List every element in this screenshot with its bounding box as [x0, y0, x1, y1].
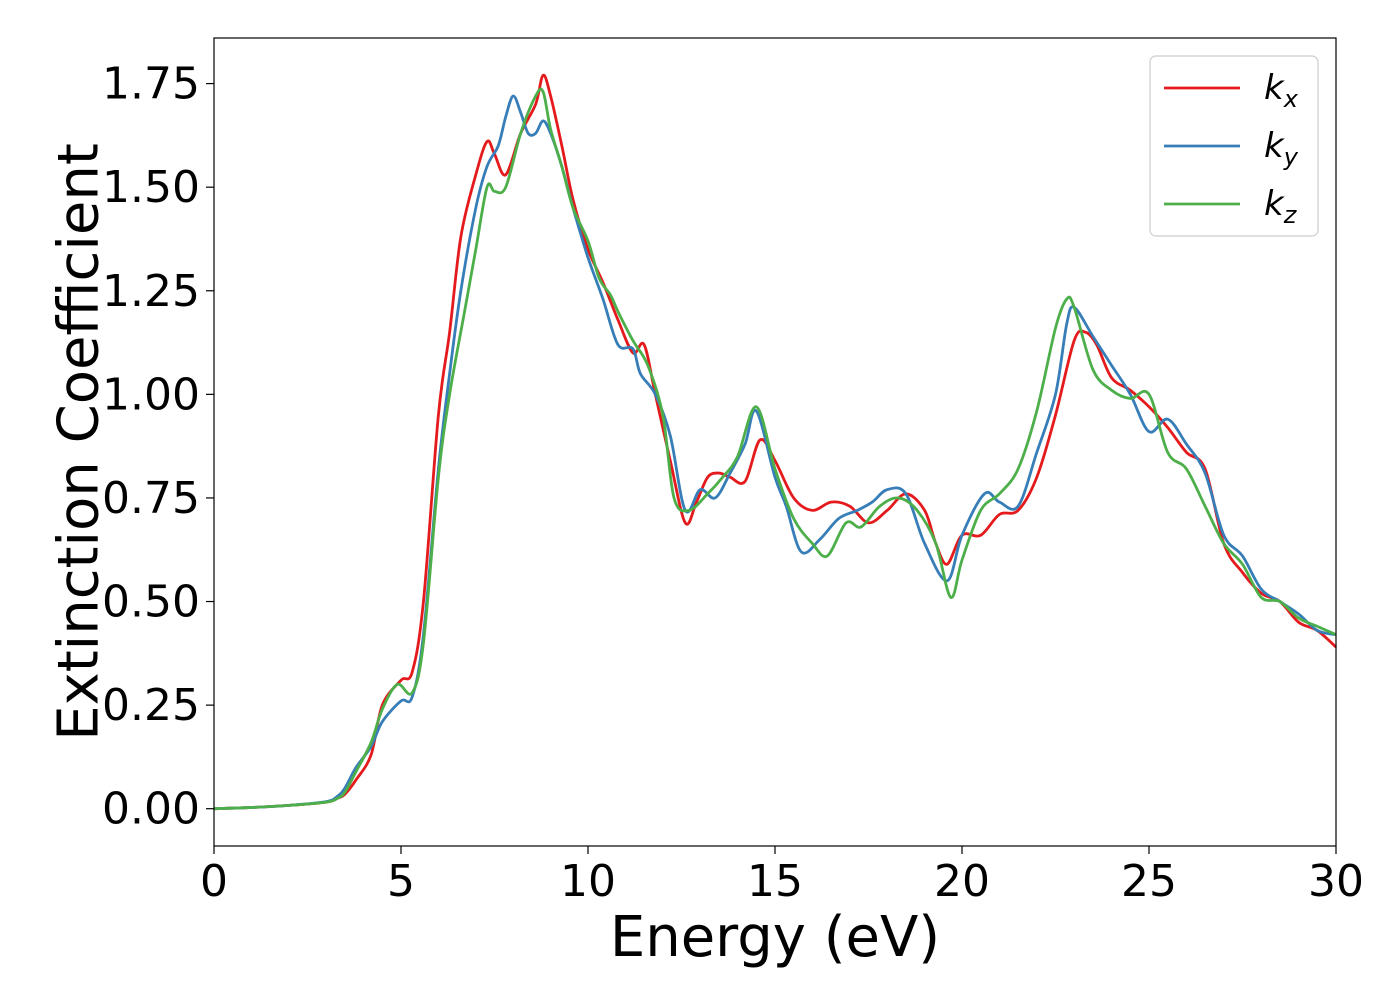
x-tick-label: 30	[1308, 856, 1364, 907]
y-tick-label: 1.75	[102, 59, 200, 110]
legend: kx ky kz	[1149, 55, 1319, 237]
y-axis: 0.00 0.25 0.50 0.75 1.00 1.25 1.50 1.75	[102, 59, 214, 835]
y-tick-label: 0.75	[102, 473, 200, 524]
x-tick-label: 25	[1121, 856, 1177, 907]
series-layer	[213, 73, 1337, 811]
y-tick-label: 1.25	[102, 266, 200, 317]
y-tick-label: 0.25	[102, 680, 200, 731]
legend-label-kx: kx	[1264, 68, 1299, 113]
series-line-kz	[213, 87, 1337, 811]
x-axis-label: Energy (eV)	[610, 905, 940, 970]
x-tick-label: 10	[560, 856, 616, 907]
y-tick-label: 0.50	[102, 577, 200, 628]
series-line-kx	[213, 73, 1337, 811]
x-axis: 0 5 10 15 20 25 30	[200, 846, 1364, 907]
x-tick-label: 20	[934, 856, 990, 907]
x-tick-label: 15	[747, 856, 803, 907]
y-tick-label: 1.50	[102, 162, 200, 213]
x-tick-label: 0	[200, 856, 228, 907]
y-tick-label: 0.00	[102, 784, 200, 835]
legend-label-ky: ky	[1264, 126, 1299, 171]
y-tick-label: 1.00	[102, 369, 200, 420]
legend-label-kz: kz	[1264, 184, 1298, 229]
y-axis-label: Extinction Coefficient	[47, 143, 112, 741]
x-tick-label: 5	[387, 856, 415, 907]
